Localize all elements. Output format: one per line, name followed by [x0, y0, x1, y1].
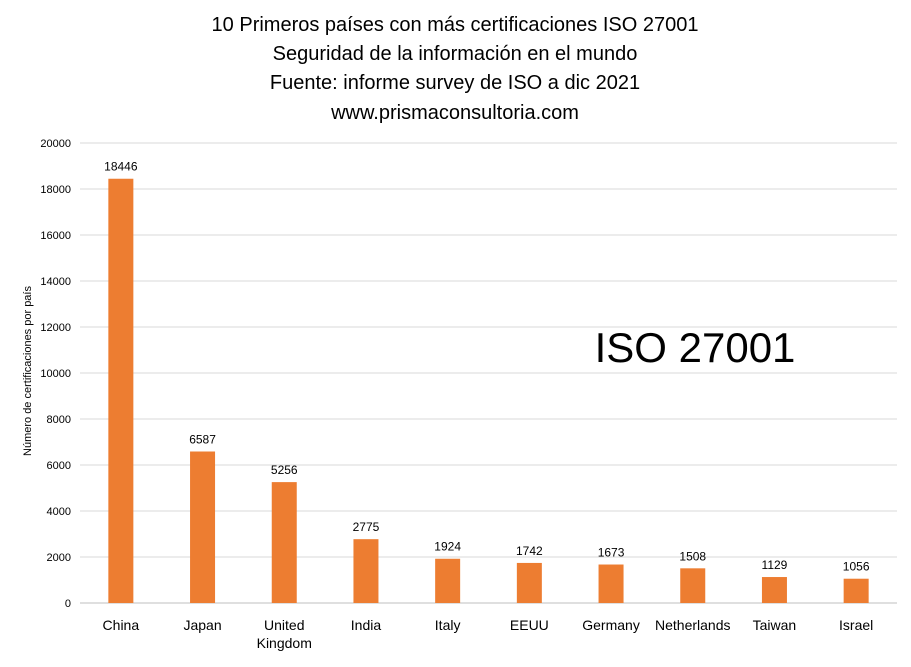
x-tick-label: Japan	[183, 617, 221, 633]
y-tick-label: 0	[65, 598, 71, 610]
data-label: 2775	[353, 520, 380, 534]
x-tick-label: Italy	[435, 617, 461, 633]
gridlines	[80, 142, 897, 604]
title-line: 10 Primeros países con más certificacion…	[212, 14, 699, 36]
x-tick-label: Kingdom	[257, 635, 312, 651]
data-label: 1129	[762, 558, 788, 572]
bar	[353, 539, 379, 603]
y-tick-label: 16000	[40, 230, 71, 242]
y-tick-label: 18000	[40, 184, 71, 196]
y-tick-label: 10000	[40, 368, 71, 380]
y-tick-label: 14000	[40, 276, 71, 288]
chart-annotation: ISO 27001	[595, 324, 796, 371]
data-label: 1056	[843, 560, 870, 574]
x-tick-label: China	[103, 617, 140, 633]
data-label: 6587	[189, 432, 216, 446]
title-line: www.prismaconsultoria.com	[330, 102, 579, 124]
x-tick-label: India	[351, 617, 382, 633]
bar	[108, 178, 134, 603]
y-tick-label: 20000	[40, 138, 71, 150]
y-tick-label: 8000	[47, 414, 71, 426]
data-labels: 18446 6587 5256 2775 1924 1742 1673 1508 1129 105…	[104, 160, 870, 574]
data-label: 1742	[516, 544, 543, 558]
y-tick-label: 2000	[47, 552, 71, 564]
x-tick-label: Netherlands	[655, 617, 731, 633]
data-label: 5256	[271, 463, 298, 477]
data-label: 1673	[598, 546, 625, 560]
x-tick-label: Israel	[839, 617, 873, 633]
y-tick-label: 12000	[40, 322, 71, 334]
data-label: 1924	[434, 540, 461, 554]
x-tick-label: Germany	[582, 617, 640, 633]
y-tick-label: 6000	[47, 460, 71, 472]
bar	[516, 562, 542, 603]
title-line: Fuente: informe survey de ISO a dic 2021	[270, 72, 640, 94]
x-tick-label: EEUU	[510, 617, 549, 633]
bar	[843, 578, 869, 603]
bar	[680, 568, 706, 603]
bar	[190, 451, 216, 603]
data-label: 18446	[104, 160, 138, 174]
bars	[108, 178, 869, 603]
bar	[761, 577, 787, 603]
bar	[271, 482, 297, 603]
title-line: Seguridad de la información en el mundo	[273, 43, 638, 65]
y-axis-label: Número de certificaciones por país	[22, 286, 34, 456]
x-axis-ticks: China Japan United Kingdom India Italy EEUU Ger…	[103, 617, 874, 651]
x-tick-label: United	[264, 617, 304, 633]
chart-title: 10 Primeros países con más certificacion…	[212, 14, 699, 124]
y-axis-ticks: 0 2000 4000 6000 8000 10000 12000 14000 16000 180…	[40, 138, 71, 610]
bar	[598, 564, 624, 603]
bar	[435, 558, 461, 603]
data-label: 1508	[679, 549, 706, 563]
x-tick-label: Taiwan	[753, 617, 797, 633]
y-tick-label: 4000	[47, 506, 71, 518]
